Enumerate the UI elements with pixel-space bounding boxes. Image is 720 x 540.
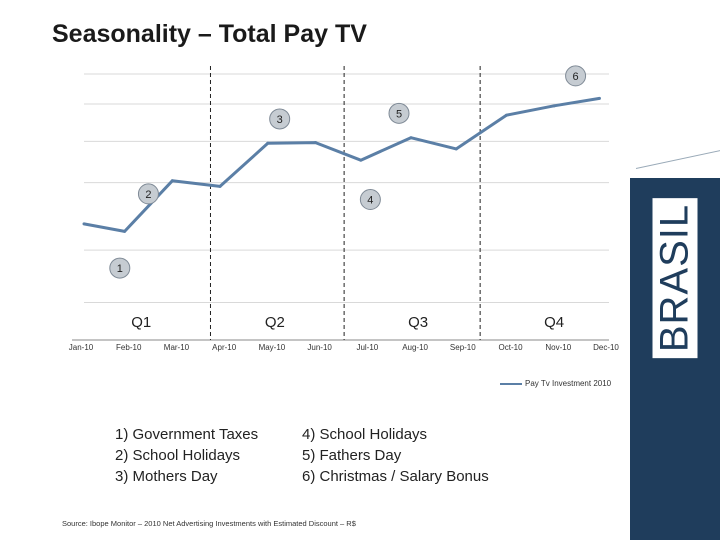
annotation-marker xyxy=(388,102,410,124)
x-tick-label: Dec-10 xyxy=(593,343,619,352)
x-tick-label: Mar-10 xyxy=(164,343,190,352)
note-item: 3) Mothers Day xyxy=(115,468,218,485)
x-tick-label: Oct-10 xyxy=(499,343,524,352)
data-point xyxy=(266,141,270,145)
x-tick-label: Jun-10 xyxy=(307,343,332,352)
x-tick-label: Sep-10 xyxy=(450,343,476,352)
data-point xyxy=(504,113,508,117)
data-point xyxy=(409,136,413,140)
note-item: 5) Fathers Day xyxy=(302,447,402,464)
data-point xyxy=(170,179,174,183)
x-tick-label: Aug-10 xyxy=(402,343,428,352)
chart-legend: Pay Tv Investment 2010 xyxy=(500,379,611,388)
note-item: 2) School Holidays xyxy=(115,447,241,464)
note-item: 4) School Holidays xyxy=(302,426,428,443)
quarter-label: Q1 xyxy=(131,314,151,331)
data-point xyxy=(359,158,363,162)
x-tick-label: Feb-10 xyxy=(116,343,142,352)
note-item: 1) Government Taxes xyxy=(115,426,259,443)
annotation-marker xyxy=(137,183,159,205)
annotation-marker xyxy=(359,189,381,211)
annotation-marker xyxy=(565,65,587,87)
data-point xyxy=(123,229,127,233)
source-note: Source: Ibope Monitor – 2010 Net Adverti… xyxy=(62,519,356,528)
annotation-label: 4 xyxy=(367,195,373,207)
x-tick-label: May-10 xyxy=(259,343,286,352)
annotation-label: 6 xyxy=(573,71,579,83)
quarter-label: Q3 xyxy=(408,314,428,331)
annotation-label: 5 xyxy=(396,108,402,120)
note-item: 6) Christmas / Salary Bonus xyxy=(302,468,489,485)
quarter-label: Q4 xyxy=(544,314,564,331)
data-point xyxy=(313,141,317,145)
data-point xyxy=(82,222,86,226)
quarter-label: Q2 xyxy=(265,314,285,331)
annotation-label: 2 xyxy=(145,189,151,201)
notes-right: 4) School Holidays 5) Fathers Day 6) Chr… xyxy=(302,424,489,487)
legend-label: Pay Tv Investment 2010 xyxy=(525,379,612,388)
data-point xyxy=(597,96,601,100)
x-tick-label: Jan-10 xyxy=(69,343,94,352)
annotation-marker xyxy=(269,108,291,130)
annotation-label: 1 xyxy=(117,263,123,275)
annotation-label: 3 xyxy=(277,114,283,126)
x-tick-label: Nov-10 xyxy=(545,343,571,352)
page-title: Seasonality – Total Pay TV xyxy=(52,20,367,48)
x-tick-label: Apr-10 xyxy=(212,343,237,352)
series-line xyxy=(83,96,600,233)
notes-left: 1) Government Taxes 2) School Holidays 3… xyxy=(115,424,258,487)
data-point xyxy=(218,184,222,188)
data-point xyxy=(454,147,458,151)
legend-swatch xyxy=(500,382,522,385)
x-tick-label: Jul-10 xyxy=(356,343,378,352)
annotation-marker xyxy=(109,257,131,279)
data-point xyxy=(552,104,556,108)
